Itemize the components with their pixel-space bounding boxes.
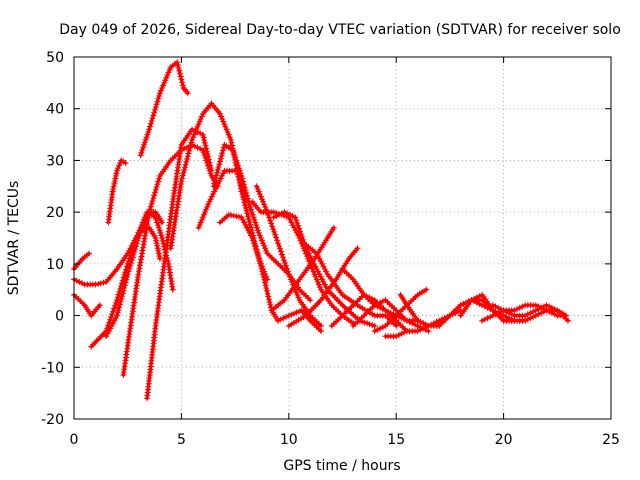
series-markers [436, 297, 518, 329]
data-series-t7 [120, 141, 221, 378]
data-series-t9 [144, 126, 215, 402]
data-series-t3 [71, 291, 103, 319]
x-tick-label: 20 [495, 432, 513, 448]
data-series-t20 [300, 240, 400, 329]
y-tick-label: -20 [41, 412, 64, 428]
data-series-t13 [217, 211, 271, 283]
series-markers [371, 286, 430, 335]
data-series-t28 [436, 297, 518, 329]
series-markers [217, 211, 271, 283]
x-tick-label: 25 [602, 432, 620, 448]
y-tick-label: 0 [55, 309, 64, 325]
data-series-t24 [371, 286, 430, 335]
data-series-t16 [268, 224, 337, 314]
x-tick-label: 10 [280, 432, 298, 448]
x-tick-label: 0 [70, 432, 79, 448]
series-markers [300, 240, 400, 329]
data-series-t6 [103, 209, 166, 340]
series-markers [120, 141, 221, 378]
data-series-group [71, 59, 571, 402]
x-axis-label: GPS time / hours [283, 458, 400, 474]
y-tick-label: 40 [46, 102, 64, 118]
plot-frame [73, 56, 612, 420]
data-series-t19 [285, 245, 361, 329]
y-tick-label: 20 [46, 205, 64, 221]
chart-title: Day 049 of 2026, Sidereal Day-to-day VTE… [59, 22, 621, 38]
series-markers [285, 245, 361, 329]
series-markers [144, 126, 215, 402]
series-markers [103, 209, 166, 340]
y-tick-label: -10 [41, 360, 64, 376]
series-markers [71, 291, 103, 319]
series-line [121, 143, 220, 377]
y-axis-label: SDTVAR / TECUs [6, 181, 22, 296]
series-markers [500, 307, 569, 324]
x-tick-label: 15 [387, 432, 405, 448]
data-series-t32 [500, 307, 569, 324]
series-markers [105, 157, 129, 226]
data-series-t5 [88, 224, 163, 350]
y-tick-label: 10 [46, 257, 64, 273]
series-line [145, 127, 214, 400]
y-tick-label: 30 [46, 153, 64, 169]
data-series-t4 [105, 157, 129, 226]
data-series-t17 [270, 209, 378, 329]
series-line [72, 293, 102, 318]
y-tick-label: 50 [46, 50, 64, 66]
series-markers [137, 59, 191, 159]
x-tick-label: 5 [177, 432, 186, 448]
axis-ticks: 0 5 10 15 20 25 -20 -10 0 10 20 30 40 50 [41, 50, 620, 448]
data-series-t8 [137, 59, 191, 159]
